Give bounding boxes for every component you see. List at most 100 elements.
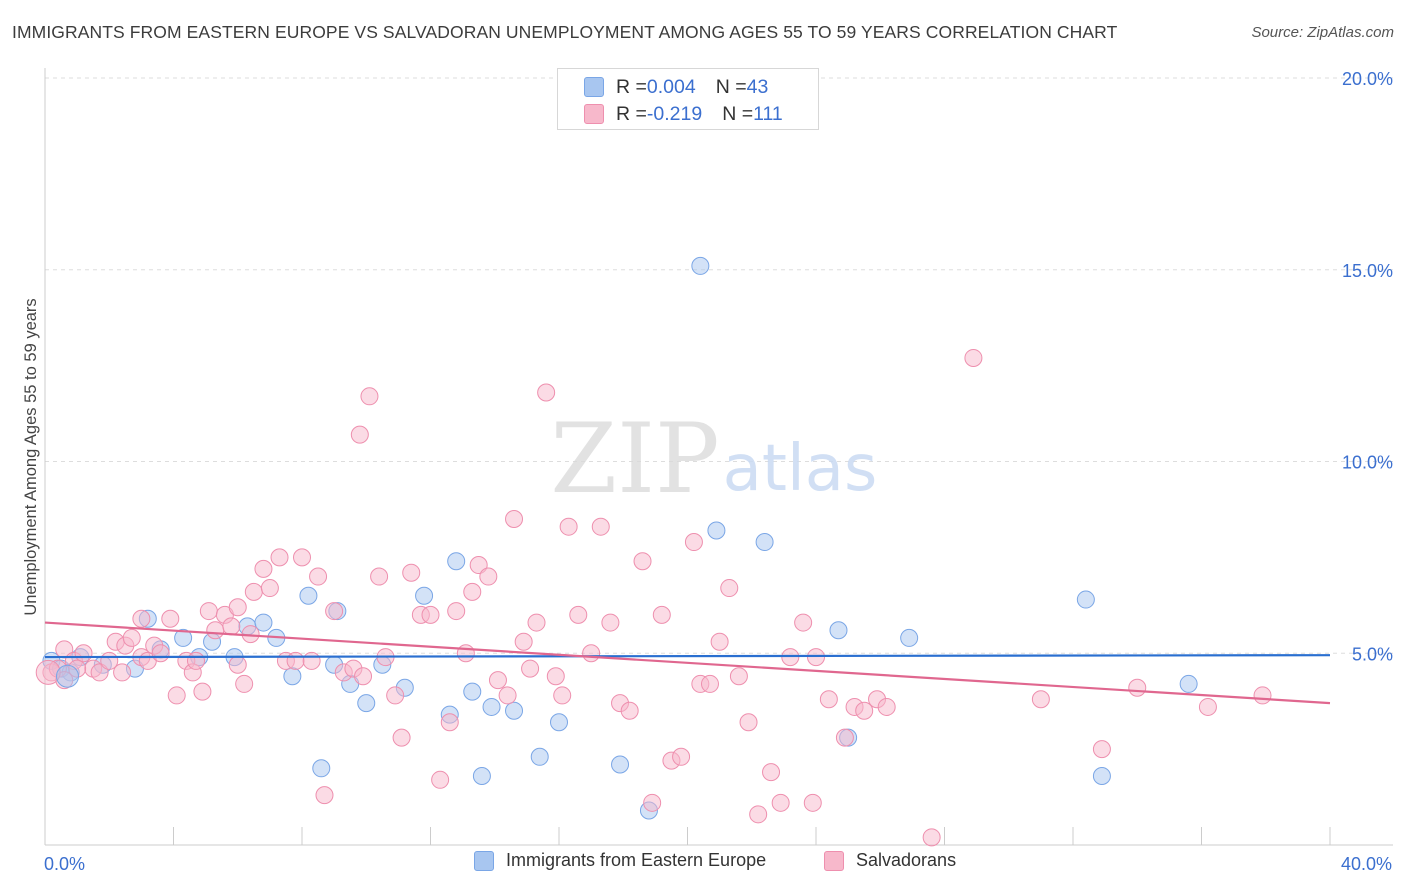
scatter-point-salvadorans	[1253, 686, 1272, 705]
scatter-point-salvadorans	[964, 348, 983, 367]
scatter-point-salvadorans	[835, 728, 854, 747]
scatter-point-eastern-europe	[829, 621, 848, 640]
scatter-point-salvadorans	[553, 686, 572, 705]
scatter-point-salvadorans	[1031, 690, 1050, 709]
scatter-point-salvadorans	[652, 605, 671, 624]
scatter-point-salvadorans	[922, 828, 941, 847]
scatter-point-salvadorans	[620, 701, 639, 720]
y-axis-label: Unemployment Among Ages 55 to 59 years	[22, 298, 40, 615]
scatter-point-eastern-europe	[463, 682, 482, 701]
scatter-point-eastern-europe	[1092, 766, 1111, 785]
series-legend-swatch-eastern-europe	[474, 850, 494, 871]
scatter-point-eastern-europe	[691, 256, 710, 275]
scatter-point-salvadorans	[447, 602, 466, 621]
scatter-point-eastern-europe	[505, 701, 524, 720]
legend-r-value: -0.219	[646, 102, 703, 125]
scatter-point-eastern-europe	[472, 766, 491, 785]
scatter-point-salvadorans	[440, 713, 459, 732]
scatter-point-salvadorans	[582, 644, 601, 663]
scatter-point-salvadorans	[877, 697, 896, 716]
scatter-point-salvadorans	[193, 682, 212, 701]
watermark-atlas: atlas	[723, 432, 878, 506]
scatter-point-cluster	[35, 659, 61, 685]
scatter-point-salvadorans	[749, 805, 768, 824]
y-tick-label: 20.0%	[1342, 69, 1393, 89]
trend-layer	[44, 621, 1331, 705]
scatter-point-salvadorans	[122, 628, 141, 647]
scatter-point-salvadorans	[807, 648, 825, 667]
scatter-point-salvadorans	[235, 674, 254, 693]
series-legend: Immigrants from Eastern Europe Salvadora…	[0, 850, 1406, 878]
scatter-point-eastern-europe	[755, 533, 774, 552]
scatter-point-salvadorans	[643, 793, 662, 812]
legend-row-eastern-europe: R = 0.004 N = 43	[584, 75, 768, 99]
scatter-point-salvadorans	[260, 579, 279, 598]
scatter-point-salvadorans	[569, 605, 588, 624]
scatter-point-eastern-europe	[530, 747, 549, 766]
scatter-point-salvadorans	[360, 387, 379, 406]
scatter-point-salvadorans	[325, 602, 344, 621]
scatter-point-salvadorans	[739, 713, 758, 732]
scatter-point-eastern-europe	[611, 755, 630, 774]
scatter-point-salvadorans	[132, 609, 151, 628]
chart-title: IMMIGRANTS FROM EASTERN EUROPE VS SALVAD…	[12, 22, 1118, 42]
scatter-point-salvadorans	[710, 632, 729, 651]
scatter-point-salvadorans	[684, 533, 703, 552]
scatter-point-salvadorans	[559, 517, 578, 536]
watermark: ZIP atlas	[550, 403, 877, 515]
scatter-point-salvadorans	[270, 548, 289, 567]
scatter-point-salvadorans	[514, 632, 533, 651]
scatter-point-cluster	[55, 664, 79, 688]
points-layer	[35, 256, 1272, 847]
scatter-point-eastern-europe	[283, 667, 302, 686]
scatter-point-salvadorans	[1092, 740, 1111, 759]
legend-n-value: 43	[746, 75, 769, 98]
scatter-point-eastern-europe	[482, 697, 501, 716]
scatter-point-salvadorans	[498, 686, 517, 705]
scatter-point-eastern-europe	[900, 628, 919, 647]
scatter-point-salvadorans	[161, 609, 180, 628]
scatter-point-eastern-europe	[312, 759, 331, 778]
scatter-point-eastern-europe	[707, 521, 726, 540]
watermark-zip: ZIP	[550, 403, 719, 515]
y-tick-label: 5.0%	[1352, 644, 1393, 664]
legend-r-label: R =	[616, 102, 647, 125]
scatter-point-eastern-europe	[415, 586, 434, 605]
scatter-point-salvadorans	[1128, 678, 1147, 697]
axis-layer	[44, 68, 1393, 846]
scatter-point-salvadorans	[672, 747, 691, 766]
trend-line-eastern-europe	[44, 654, 1331, 659]
scatter-point-eastern-europe	[1179, 674, 1198, 693]
scatter-point-salvadorans	[803, 793, 822, 812]
series-legend-label-eastern-europe: Immigrants from Eastern Europe	[506, 850, 767, 870]
scatter-point-salvadorans	[855, 701, 874, 720]
scatter-point-salvadorans	[720, 579, 739, 598]
scatter-point-salvadorans	[463, 582, 482, 601]
scatter-point-eastern-europe	[447, 552, 466, 571]
scatter-point-salvadorans	[633, 552, 652, 571]
scatter-point-salvadorans	[74, 644, 93, 663]
scatter-point-salvadorans	[309, 567, 328, 586]
scatter-point-salvadorans	[228, 598, 247, 617]
scatter-point-salvadorans	[354, 667, 373, 686]
scatter-point-salvadorans	[392, 728, 411, 747]
y-tick-label: 10.0%	[1342, 453, 1393, 473]
scatter-point-salvadorans	[350, 425, 369, 444]
legend-n-label: N =	[722, 102, 754, 125]
scatter-point-salvadorans	[469, 556, 488, 575]
scatter-point-salvadorans	[199, 602, 218, 621]
scatter-point-salvadorans	[293, 548, 311, 567]
scatter-point-salvadorans	[781, 648, 800, 667]
scatter-point-eastern-europe	[550, 713, 568, 732]
scatter-point-salvadorans	[601, 613, 620, 632]
legend-n-label: N =	[715, 75, 747, 98]
scatter-point-salvadorans	[505, 510, 524, 529]
scatter-point-eastern-europe	[254, 613, 273, 632]
series-legend-item-salvadorans[interactable]: Salvadorans	[824, 850, 956, 871]
source-label: Source: ZipAtlas.com	[1251, 24, 1394, 41]
scatter-point-eastern-europe	[299, 586, 318, 605]
scatter-point-salvadorans	[167, 686, 186, 705]
series-legend-item-eastern-europe[interactable]: Immigrants from Eastern Europe	[474, 850, 766, 871]
scatter-point-salvadorans	[370, 567, 389, 586]
scatter-point-eastern-europe	[1076, 590, 1095, 609]
